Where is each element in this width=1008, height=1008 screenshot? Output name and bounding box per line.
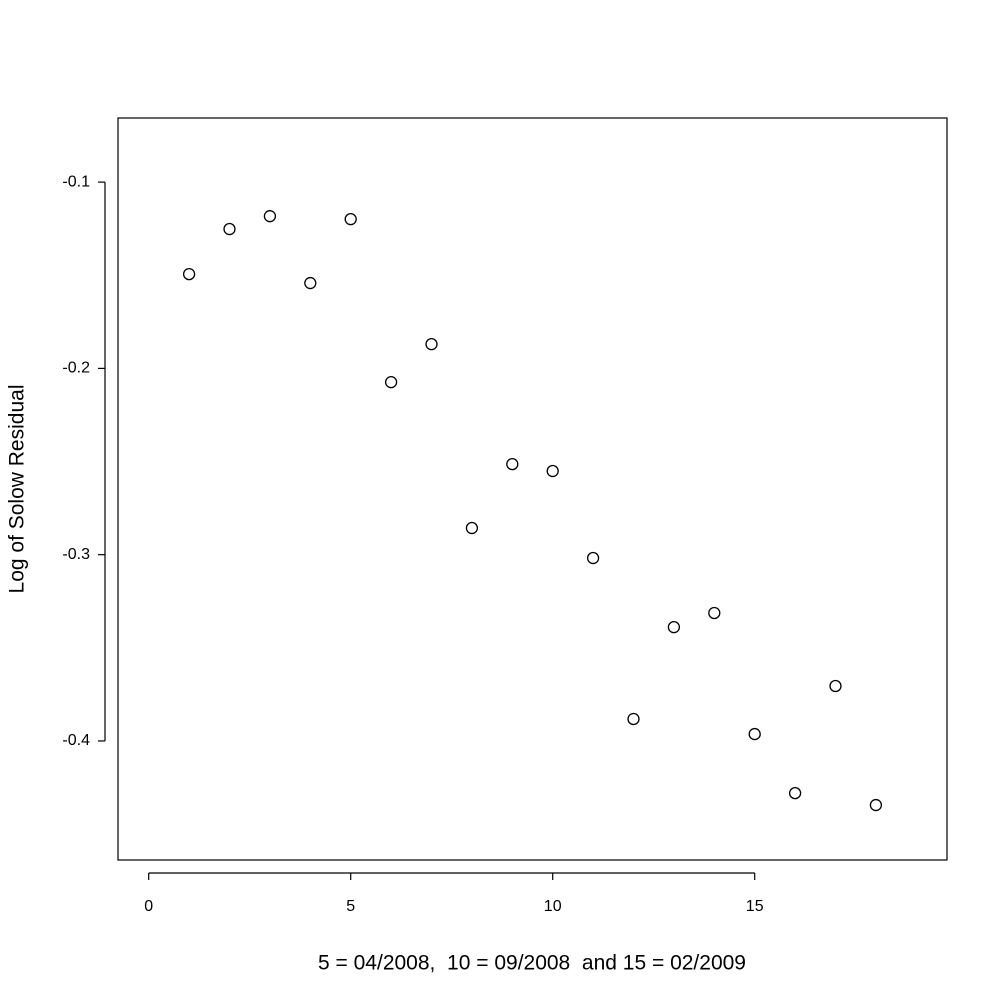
x-tick-label: 10 xyxy=(544,898,562,915)
x-tick-label: 15 xyxy=(746,898,764,915)
y-tick-label: -0.2 xyxy=(62,360,90,377)
point xyxy=(182,267,196,281)
point xyxy=(223,222,236,236)
point xyxy=(829,679,842,693)
point xyxy=(546,464,559,478)
x-axis-label: 5 = 04/2008, 10 = 09/2008 and 15 = 02/20… xyxy=(318,952,746,975)
point xyxy=(425,338,438,351)
y-tick-label: -0.4 xyxy=(62,732,90,749)
point xyxy=(748,727,761,741)
point xyxy=(869,798,883,812)
y-axis-label: Log of Solow Residual xyxy=(6,385,29,594)
point xyxy=(667,620,681,634)
point xyxy=(304,276,317,290)
point xyxy=(344,213,357,226)
point xyxy=(384,376,398,389)
point xyxy=(465,521,479,535)
x-tick-label: 0 xyxy=(144,898,153,915)
point xyxy=(788,786,802,800)
plot-frame xyxy=(117,117,948,861)
x-tick-label: 5 xyxy=(346,898,355,915)
point xyxy=(506,457,519,471)
point xyxy=(586,551,600,565)
point xyxy=(708,606,721,620)
y-tick-label: -0.3 xyxy=(62,546,90,563)
point xyxy=(627,712,640,726)
point xyxy=(263,210,277,223)
y-tick-label: -0.1 xyxy=(62,173,90,190)
